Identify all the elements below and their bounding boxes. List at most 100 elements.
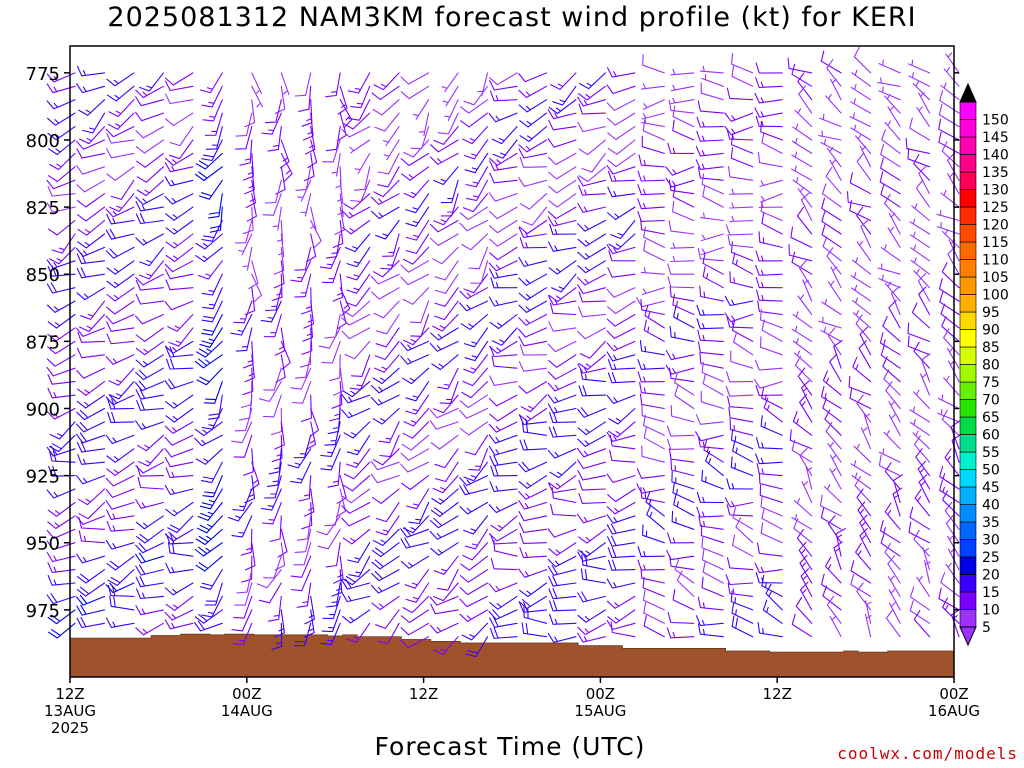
wind-barb bbox=[853, 443, 872, 463]
wind-barb bbox=[440, 179, 459, 204]
wind-barb bbox=[46, 366, 76, 377]
wind-barb bbox=[199, 327, 223, 348]
wind-barb bbox=[637, 184, 665, 196]
wind-barb bbox=[430, 501, 459, 517]
wind-barb bbox=[936, 209, 960, 222]
wind-barb bbox=[136, 465, 164, 477]
colorbar-swatch bbox=[959, 136, 977, 155]
wind-barb bbox=[547, 206, 577, 220]
wind-barb bbox=[701, 576, 724, 597]
wind-barb bbox=[820, 50, 842, 74]
wind-barb bbox=[909, 231, 931, 248]
wind-barb bbox=[755, 115, 783, 128]
wind-barb bbox=[850, 98, 872, 114]
wind-barb bbox=[607, 170, 636, 182]
wind-barb bbox=[346, 260, 371, 281]
wind-barb bbox=[642, 576, 665, 597]
wind-barb bbox=[879, 332, 901, 356]
colorbar-swatch bbox=[959, 416, 977, 435]
wind-barb bbox=[194, 434, 223, 447]
wind-barb bbox=[296, 582, 312, 608]
wind-barb bbox=[548, 166, 577, 180]
wind-barb bbox=[462, 193, 489, 213]
wind-barb bbox=[460, 555, 489, 571]
wind-barb bbox=[135, 327, 164, 342]
wind-barb bbox=[343, 461, 371, 480]
wind-barb bbox=[336, 179, 344, 204]
wind-barb bbox=[519, 237, 548, 249]
wind-barb bbox=[47, 562, 76, 573]
wind-barb bbox=[888, 414, 901, 436]
wind-barb bbox=[341, 407, 371, 419]
wind-barb bbox=[341, 591, 371, 603]
wind-barb bbox=[518, 488, 548, 500]
wind-barb bbox=[578, 306, 606, 318]
wind-barb bbox=[755, 62, 783, 74]
wind-barb bbox=[888, 299, 901, 329]
wind-barb bbox=[730, 350, 754, 369]
wind-barb bbox=[76, 604, 106, 616]
wind-barb bbox=[490, 515, 518, 532]
wind-barb bbox=[696, 506, 724, 518]
wind-barb bbox=[333, 367, 344, 396]
wind-barb bbox=[857, 501, 872, 530]
wind-barb bbox=[674, 385, 695, 410]
colorbar-swatch bbox=[959, 294, 977, 313]
wind-barb bbox=[791, 513, 813, 530]
wind-barb bbox=[76, 367, 106, 379]
wind-barb bbox=[108, 99, 135, 118]
wind-barb bbox=[402, 246, 430, 265]
wind-barb bbox=[48, 166, 76, 183]
terrain-area bbox=[69, 633, 955, 678]
colorbar-swatch bbox=[959, 241, 977, 260]
wind-barb bbox=[888, 212, 901, 235]
wind-barb bbox=[797, 72, 813, 101]
wind-barb bbox=[195, 528, 223, 546]
wind-barb bbox=[135, 542, 164, 554]
wind-barb bbox=[642, 54, 665, 74]
wind-barb bbox=[909, 406, 931, 423]
wind-barb bbox=[489, 595, 518, 610]
wind-barb bbox=[724, 125, 754, 136]
wind-barb bbox=[696, 130, 724, 142]
wind-barb bbox=[294, 528, 312, 553]
wind-barb bbox=[915, 448, 931, 477]
wind-barb bbox=[49, 246, 76, 265]
wind-barb bbox=[202, 475, 223, 498]
wind-barb bbox=[418, 112, 430, 137]
colorbar-swatch bbox=[959, 469, 977, 488]
wind-barb bbox=[641, 404, 665, 423]
wind-barb bbox=[347, 72, 371, 94]
wind-barb bbox=[76, 347, 106, 359]
colorbar-label: 150 bbox=[982, 113, 1009, 129]
wind-barb bbox=[309, 206, 317, 231]
wind-barb bbox=[548, 179, 577, 194]
wind-barb bbox=[825, 422, 842, 450]
wind-barb bbox=[761, 507, 783, 530]
wind-barb bbox=[382, 126, 400, 147]
wind-barb bbox=[402, 595, 430, 614]
wind-barb bbox=[827, 280, 842, 302]
wind-barb bbox=[268, 448, 282, 475]
wind-barb bbox=[941, 316, 960, 342]
wind-barb bbox=[607, 488, 636, 503]
wind-barb bbox=[47, 126, 76, 141]
wind-barb bbox=[938, 103, 960, 128]
wind-barb bbox=[440, 193, 459, 217]
wind-barb bbox=[294, 354, 312, 379]
wind-barb bbox=[547, 340, 577, 353]
wind-barb bbox=[135, 85, 164, 99]
wind-barb bbox=[405, 394, 430, 415]
wind-barb bbox=[294, 246, 312, 271]
wind-barb bbox=[430, 139, 459, 153]
wind-barb bbox=[164, 448, 194, 458]
wind-barb bbox=[850, 460, 872, 477]
colorbar-label: 105 bbox=[982, 270, 1009, 286]
wind-barb bbox=[461, 233, 489, 251]
wind-barb bbox=[909, 419, 931, 436]
wind-barb bbox=[346, 246, 371, 268]
wind-barb bbox=[876, 77, 901, 87]
wind-barb bbox=[46, 99, 76, 110]
x-tick-label: 00Z bbox=[939, 685, 968, 703]
wind-barb bbox=[799, 393, 813, 423]
